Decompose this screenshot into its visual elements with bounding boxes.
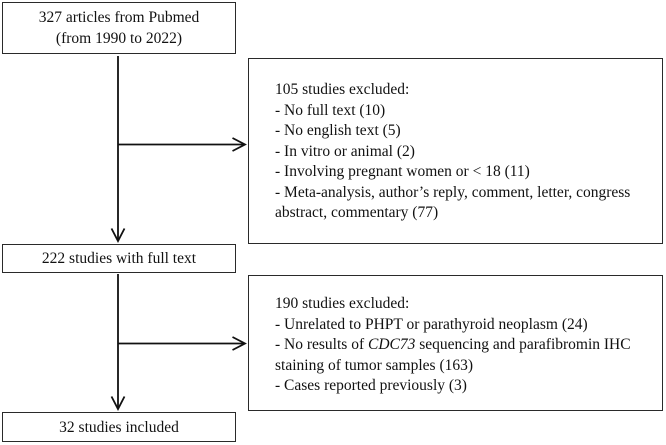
flow-box-fulltext: 222 studies with full text <box>2 244 236 273</box>
flow-box-excluded-second: 190 studies excluded: - Unrelated to PHP… <box>248 275 663 411</box>
flow-box-excluded-first: 105 studies excluded: - No full text (10… <box>248 58 663 244</box>
excluded-2-item: - No results of CDC73 sequencing and par… <box>275 335 644 376</box>
arrow-right-1-head <box>232 137 247 152</box>
excluded-2-item: - Cases reported previously (3) <box>275 377 467 394</box>
excluded-2-item: - Unrelated to PHPT or parathyroid neopl… <box>275 315 588 333</box>
excluded-2-item2-prefix: - No results of <box>275 336 368 353</box>
gene-name-cdc73: CDC73 <box>368 336 416 353</box>
fulltext-label: 222 studies with full text <box>41 250 197 267</box>
articles-line1: 327 articles from Pubmed <box>38 9 200 26</box>
excluded-1-item: - Meta-analysis, author’s reply, comment… <box>275 183 631 222</box>
arrow-right-2-head <box>232 336 247 351</box>
excluded-2-title: 190 studies excluded: <box>275 295 410 312</box>
articles-line2: (from 1990 to 2022) <box>55 30 183 47</box>
excluded-1-item: - In vitro or animal (2) <box>275 142 415 160</box>
excluded-2-item2-suffix: sequencing and parafibromin IHC staining… <box>275 336 631 374</box>
included-label: 32 studies included <box>59 418 179 436</box>
excluded-1-title: 105 studies excluded: <box>275 81 410 98</box>
arrow-down-1-head <box>110 228 126 243</box>
flow-box-articles: 327 articles from Pubmed (from 1990 to 2… <box>2 2 236 54</box>
excluded-1-item: - No english text (5) <box>275 122 401 139</box>
flow-box-included: 32 studies included <box>2 412 236 442</box>
excluded-1-item: - No full text (10) <box>275 101 386 119</box>
arrow-down-2-head <box>110 396 126 411</box>
excluded-1-item: - Involving pregnant women or < 18 (11) <box>275 163 530 180</box>
